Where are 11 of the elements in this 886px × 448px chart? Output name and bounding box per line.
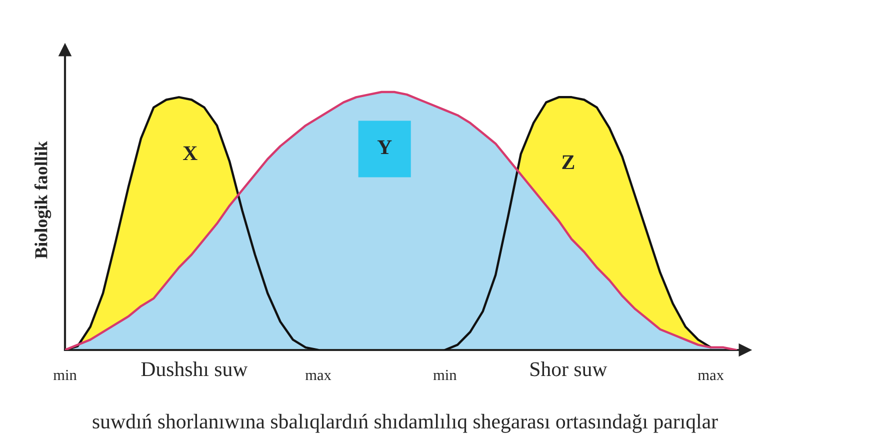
x-tick-label: min [53, 370, 77, 380]
annotation: Z [562, 155, 574, 170]
x-tick-label: max [698, 372, 724, 380]
text: Shor suw [530, 362, 608, 376]
y-axis-title: Biologik faollik [34, 141, 52, 259]
x-axis-title: suwdıń shorlanıwına sbalıqlardıń shıdamlılıq shegarası ortasındağı parıqlar [92, 414, 718, 433]
annotation: Y [377, 140, 392, 154]
x-tick-label: max [305, 372, 332, 380]
text: Dushshı suw [141, 362, 248, 376]
annotation: X [182, 146, 198, 160]
x-tick-label: min [433, 370, 457, 380]
